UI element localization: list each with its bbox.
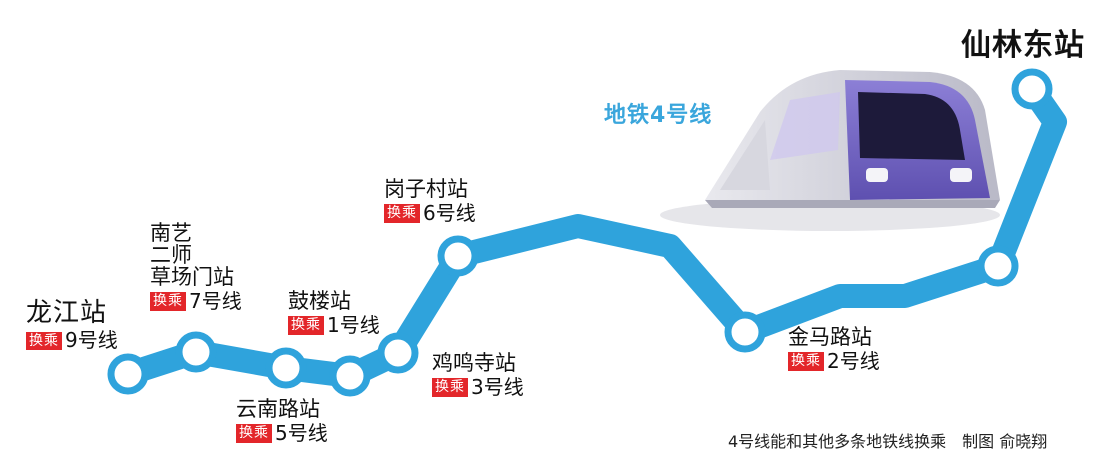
- station-name-line-2: 二师: [150, 243, 192, 268]
- station-label-jimingsi: 鸡鸣寺站 换乘 3号线: [432, 352, 524, 398]
- station-node-yunnanlu[interactable]: [265, 347, 307, 389]
- line-title: 地铁4号线: [604, 103, 713, 128]
- station-name-line-1: 南艺: [150, 221, 192, 245]
- station-node-nanyi[interactable]: [175, 331, 217, 373]
- station-node-xianlindong[interactable]: [1011, 68, 1053, 110]
- transfer-line: 5号线: [275, 421, 328, 446]
- transfer-badge: 换乘: [432, 378, 468, 397]
- transfer-line: 3号线: [471, 375, 524, 400]
- transfer-info: 换乘 1号线: [288, 315, 380, 336]
- station-label-jinmalu: 金马路站 换乘 2号线: [788, 326, 880, 372]
- transfer-badge: 换乘: [288, 316, 324, 335]
- station-node-longjiang[interactable]: [107, 353, 149, 395]
- station-name: 鸡鸣寺站: [432, 351, 516, 375]
- station-label-longjiang: 龙江站 换乘 9号线: [26, 298, 118, 351]
- station-name: 鼓楼站: [288, 289, 351, 313]
- train-illustration: [660, 70, 1000, 231]
- station-name: 岗子村站: [384, 177, 468, 201]
- transfer-info: 换乘 2号线: [788, 351, 880, 372]
- transfer-badge: 换乘: [788, 352, 824, 371]
- station-name: 云南路站: [236, 397, 320, 421]
- transfer-badge: 换乘: [26, 331, 62, 350]
- station-label-gangzicun: 岗子村站 换乘 6号线: [384, 178, 476, 224]
- transfer-line: 7号线: [189, 289, 242, 314]
- station-node-gangzicun[interactable]: [437, 235, 479, 277]
- transfer-badge: 换乘: [150, 292, 186, 311]
- transfer-badge: 换乘: [384, 204, 420, 223]
- station-name-line-3: 草场门站: [150, 265, 234, 290]
- transfer-line: 9号线: [65, 328, 118, 353]
- transfer-line: 6号线: [423, 201, 476, 226]
- station-node-gulou-area[interactable]: [329, 355, 371, 397]
- transfer-line: 1号线: [327, 313, 380, 338]
- station-label-nanyi: 南艺 二师 草场门站 换乘 7号线: [150, 222, 242, 312]
- station-label-gulou: 鼓楼站 换乘 1号线: [288, 290, 380, 336]
- terminal-station-label: 仙林东站: [961, 28, 1085, 63]
- station-node-unnamed[interactable]: [977, 245, 1019, 287]
- transfer-info: 换乘 6号线: [384, 203, 476, 224]
- transfer-info: 换乘 3号线: [432, 377, 524, 398]
- station-name: 金马路站: [788, 325, 872, 349]
- transfer-info: 换乘 5号线: [236, 423, 328, 444]
- transfer-line: 2号线: [827, 349, 880, 374]
- station-name: 龙江站: [26, 298, 108, 328]
- station-node-jimingsi[interactable]: [377, 332, 419, 374]
- station-nodes: [107, 68, 1053, 397]
- transfer-info: 换乘 7号线: [150, 291, 242, 312]
- station-node-jinmalu[interactable]: [724, 311, 766, 353]
- transfer-badge: 换乘: [236, 424, 272, 443]
- transfer-info: 换乘 9号线: [26, 330, 118, 351]
- station-label-yunnanlu: 云南路站 换乘 5号线: [236, 398, 328, 444]
- caption: 4号线能和其他多条地铁线换乘 制图 俞晓翔: [728, 432, 1048, 451]
